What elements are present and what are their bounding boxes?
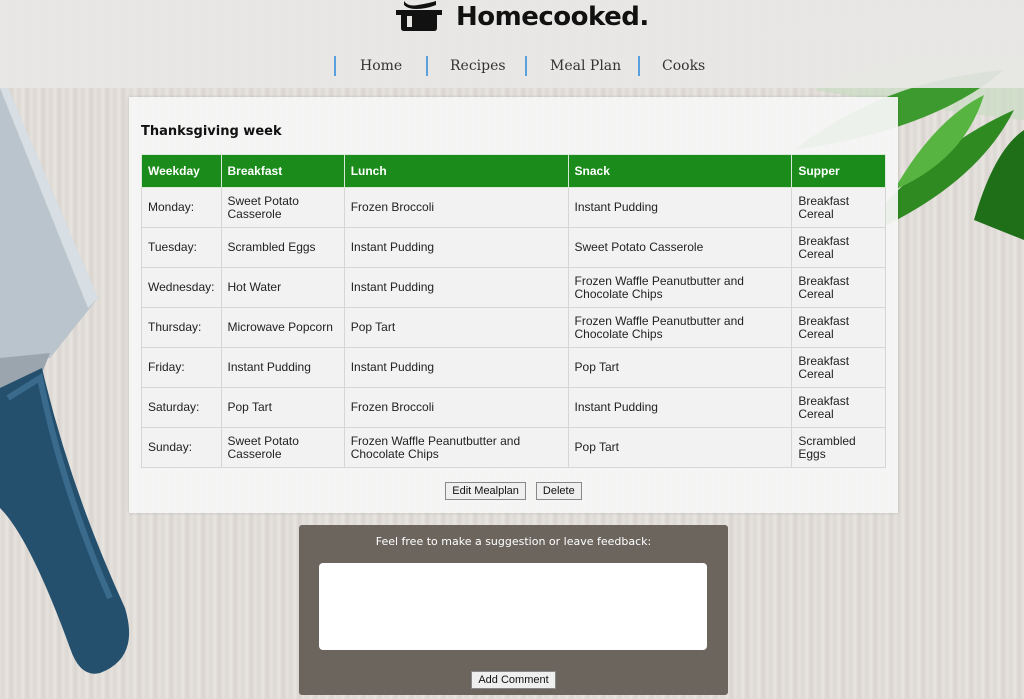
nav-home[interactable]: Home	[334, 56, 426, 76]
weekday-cell: Wednesday:	[141, 267, 222, 308]
meal-cell: Instant Pudding	[343, 347, 569, 388]
meal-cell: Breakfast Cereal	[791, 187, 886, 228]
weekday-cell: Monday:	[141, 187, 222, 228]
meal-cell: Frozen Broccoli	[343, 387, 569, 428]
cooking-pot-icon	[396, 1, 442, 31]
site-header: Homecooked. Home Recipes Meal Plan Cooks	[0, 0, 1024, 88]
feedback-prompt: Feel free to make a suggestion or leave …	[375, 535, 652, 548]
column-header: Supper	[791, 154, 886, 188]
table-row: Sunday: Sweet Potato Casserole Frozen Waff…	[141, 427, 886, 468]
meal-cell: Sweet Potato Casserole	[220, 187, 345, 228]
meal-cell: Frozen Waffle Peanutbutter and Chocolate…	[567, 267, 793, 308]
meal-cell: Frozen Waffle Peanutbutter and Chocolate…	[567, 307, 793, 348]
main-nav: Home Recipes Meal Plan Cooks	[334, 56, 712, 76]
delete-button[interactable]: Delete	[535, 482, 582, 500]
mealplan-card: Thanksgiving week Weekday Breakfast Lunch S…	[129, 97, 898, 513]
weekday-cell: Friday:	[141, 347, 222, 388]
table-row: Monday: Sweet Potato Casserole Frozen Broc…	[141, 187, 886, 228]
meal-cell: Scrambled Eggs	[791, 427, 886, 468]
weekday-cell: Saturday:	[141, 387, 222, 428]
knife-image	[0, 88, 130, 674]
comment-input[interactable]	[319, 563, 707, 650]
meal-cell: Microwave Popcorn	[220, 307, 345, 348]
meal-cell: Instant Pudding	[567, 387, 793, 428]
weekday-cell: Tuesday:	[141, 227, 222, 268]
meal-cell: Breakfast Cereal	[791, 307, 886, 348]
meal-cell: Pop Tart	[220, 387, 345, 428]
mealplan-title: Thanksgiving week	[141, 124, 282, 139]
table-row: Wednesday: Hot Water Instant Pudding Frozen…	[141, 267, 886, 308]
feedback-panel: Feel free to make a suggestion or leave …	[299, 525, 728, 695]
meal-cell: Breakfast Cereal	[791, 227, 886, 268]
meal-cell: Instant Pudding	[567, 187, 793, 228]
meal-cell: Instant Pudding	[343, 267, 569, 308]
logo[interactable]: Homecooked.	[396, 0, 649, 32]
table-row: Saturday: Pop Tart Frozen Broccoli Instant …	[141, 387, 886, 428]
mealplan-table: Weekday Breakfast Lunch Snack Supper Monday:…	[141, 154, 886, 468]
meal-cell: Frozen Waffle Peanutbutter and Chocolate…	[343, 427, 569, 468]
table-row: Thursday: Microwave Popcorn Pop Tart Frozen…	[141, 307, 886, 348]
weekday-cell: Thursday:	[141, 307, 222, 348]
meal-cell: Pop Tart	[343, 307, 569, 348]
table-row: Friday: Instant Pudding Instant Pudding Pop…	[141, 347, 886, 388]
meal-cell: Breakfast Cereal	[791, 387, 886, 428]
meal-cell: Breakfast Cereal	[791, 347, 886, 388]
weekday-cell: Sunday:	[141, 427, 222, 468]
meal-cell: Pop Tart	[567, 427, 793, 468]
meal-cell: Instant Pudding	[343, 227, 569, 268]
column-header: Breakfast	[220, 154, 345, 188]
meal-cell: Hot Water	[220, 267, 345, 308]
add-comment-button[interactable]: Add Comment	[471, 671, 556, 689]
column-header: Snack	[567, 154, 793, 188]
edit-mealplan-button[interactable]: Edit Mealplan	[445, 482, 526, 500]
nav-meal-plan[interactable]: Meal Plan	[525, 56, 638, 76]
nav-cooks[interactable]: Cooks	[638, 56, 712, 76]
column-header: Lunch	[343, 154, 569, 188]
meal-cell: Breakfast Cereal	[791, 267, 886, 308]
meal-cell: Frozen Broccoli	[343, 187, 569, 228]
meal-cell: Instant Pudding	[220, 347, 345, 388]
site-name: Homecooked.	[456, 2, 649, 32]
nav-recipes[interactable]: Recipes	[426, 56, 525, 76]
meal-cell: Pop Tart	[567, 347, 793, 388]
column-header: Weekday	[141, 154, 222, 188]
table-row: Tuesday: Scrambled Eggs Instant Pudding Swe…	[141, 227, 886, 268]
meal-cell: Sweet Potato Casserole	[220, 427, 345, 468]
meal-cell: Sweet Potato Casserole	[567, 227, 793, 268]
meal-cell: Scrambled Eggs	[220, 227, 345, 268]
